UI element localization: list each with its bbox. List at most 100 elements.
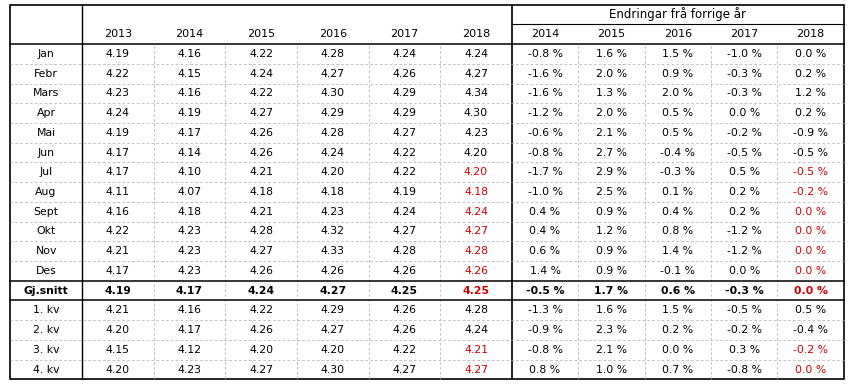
- Text: -0.5 %: -0.5 %: [726, 305, 761, 315]
- Text: 4.26: 4.26: [392, 266, 416, 276]
- Text: Sept: Sept: [33, 207, 59, 217]
- Text: 4.24: 4.24: [392, 207, 416, 217]
- Text: 0.2 %: 0.2 %: [728, 207, 759, 217]
- Text: 4.23: 4.23: [177, 364, 201, 374]
- Text: 4.28: 4.28: [392, 246, 416, 256]
- Text: Endringar frå forrige år: Endringar frå forrige år: [608, 7, 746, 22]
- Text: 2015: 2015: [596, 29, 624, 39]
- Text: 0.3 %: 0.3 %: [728, 345, 759, 355]
- Text: 4.18: 4.18: [177, 207, 201, 217]
- Text: 4.10: 4.10: [177, 167, 201, 177]
- Text: 4.28: 4.28: [463, 246, 487, 256]
- Text: 0.2 %: 0.2 %: [794, 108, 825, 118]
- Text: 4.24: 4.24: [247, 286, 275, 296]
- Text: 4.23: 4.23: [321, 207, 345, 217]
- Text: 4.17: 4.17: [176, 286, 203, 296]
- Text: 4.27: 4.27: [319, 286, 345, 296]
- Text: 4.25: 4.25: [462, 286, 489, 296]
- Text: Aug: Aug: [35, 187, 56, 197]
- Text: 4.26: 4.26: [321, 266, 345, 276]
- Text: 4.29: 4.29: [392, 108, 416, 118]
- Text: 0.0 %: 0.0 %: [794, 227, 825, 237]
- Text: 4.23: 4.23: [463, 128, 487, 138]
- Text: -0.8 %: -0.8 %: [527, 345, 562, 355]
- Text: 4.27: 4.27: [463, 227, 487, 237]
- Text: 4.27: 4.27: [392, 227, 416, 237]
- Text: 4.19: 4.19: [106, 128, 130, 138]
- Text: 4.20: 4.20: [320, 167, 345, 177]
- Text: -0.1 %: -0.1 %: [659, 266, 694, 276]
- Text: 4.26: 4.26: [392, 325, 416, 335]
- Text: 4.19: 4.19: [392, 187, 416, 197]
- Text: 4.12: 4.12: [177, 345, 201, 355]
- Text: 4.30: 4.30: [463, 108, 488, 118]
- Text: 4.19: 4.19: [177, 108, 201, 118]
- Text: 4.32: 4.32: [321, 227, 345, 237]
- Text: 2.0 %: 2.0 %: [661, 88, 693, 98]
- Text: -0.3 %: -0.3 %: [726, 88, 761, 98]
- Text: -0.5 %: -0.5 %: [726, 147, 761, 157]
- Text: 4.26: 4.26: [392, 305, 416, 315]
- Text: 0.8 %: 0.8 %: [529, 364, 560, 374]
- Text: 4.16: 4.16: [177, 305, 201, 315]
- Text: 2. kv: 2. kv: [32, 325, 59, 335]
- Text: 0.5 %: 0.5 %: [661, 128, 693, 138]
- Text: -0.3 %: -0.3 %: [726, 69, 761, 79]
- Text: 4.28: 4.28: [321, 128, 345, 138]
- Text: 0.9 %: 0.9 %: [661, 69, 693, 79]
- Text: 4.29: 4.29: [392, 88, 416, 98]
- Text: 0.5 %: 0.5 %: [661, 108, 693, 118]
- Text: 1.6 %: 1.6 %: [595, 305, 626, 315]
- Text: -0.8 %: -0.8 %: [726, 364, 761, 374]
- Text: 4.14: 4.14: [177, 147, 201, 157]
- Text: 4.24: 4.24: [463, 207, 487, 217]
- Text: Jul: Jul: [39, 167, 53, 177]
- Text: 4.17: 4.17: [106, 266, 130, 276]
- Text: 0.4 %: 0.4 %: [529, 227, 560, 237]
- Text: Gj.snitt: Gj.snitt: [24, 286, 68, 296]
- Text: 0.6 %: 0.6 %: [529, 246, 560, 256]
- Text: 0.0 %: 0.0 %: [794, 266, 825, 276]
- Text: 1.3 %: 1.3 %: [595, 88, 626, 98]
- Text: 4.29: 4.29: [321, 108, 345, 118]
- Text: -1.6 %: -1.6 %: [527, 69, 562, 79]
- Text: 4.24: 4.24: [392, 49, 416, 59]
- Text: 2014: 2014: [531, 29, 559, 39]
- Text: -1.3 %: -1.3 %: [527, 305, 562, 315]
- Text: 4.18: 4.18: [321, 187, 345, 197]
- Text: 4.29: 4.29: [321, 305, 345, 315]
- Text: 4.34: 4.34: [463, 88, 487, 98]
- Text: -0.5 %: -0.5 %: [792, 167, 827, 177]
- Text: 4.24: 4.24: [463, 49, 487, 59]
- Text: 0.2 %: 0.2 %: [661, 325, 693, 335]
- Text: 4.27: 4.27: [249, 364, 273, 374]
- Text: -0.5 %: -0.5 %: [792, 147, 827, 157]
- Text: Jun: Jun: [38, 147, 55, 157]
- Text: 4.19: 4.19: [104, 286, 131, 296]
- Text: -0.2 %: -0.2 %: [726, 325, 761, 335]
- Text: 4.22: 4.22: [392, 167, 416, 177]
- Text: 1.5 %: 1.5 %: [662, 305, 693, 315]
- Text: 4.28: 4.28: [321, 49, 345, 59]
- Text: -1.0 %: -1.0 %: [726, 49, 761, 59]
- Text: 4.18: 4.18: [463, 187, 487, 197]
- Text: 2.1 %: 2.1 %: [595, 128, 626, 138]
- Text: 0.2 %: 0.2 %: [794, 69, 825, 79]
- Text: 4.24: 4.24: [463, 325, 487, 335]
- Text: -0.6 %: -0.6 %: [527, 128, 562, 138]
- Text: Nov: Nov: [35, 246, 56, 256]
- Text: 4.30: 4.30: [320, 364, 345, 374]
- Text: 4.16: 4.16: [177, 88, 201, 98]
- Text: 4.18: 4.18: [249, 187, 273, 197]
- Text: -1.0 %: -1.0 %: [527, 187, 562, 197]
- Text: 4.26: 4.26: [249, 147, 273, 157]
- Text: 1.5 %: 1.5 %: [662, 49, 693, 59]
- Text: 4.24: 4.24: [249, 69, 273, 79]
- Text: 0.4 %: 0.4 %: [661, 207, 693, 217]
- Text: 4.21: 4.21: [106, 246, 130, 256]
- Text: 4.20: 4.20: [249, 345, 273, 355]
- Text: 2013: 2013: [103, 29, 131, 39]
- Text: Mars: Mars: [33, 88, 59, 98]
- Text: 4.21: 4.21: [106, 305, 130, 315]
- Text: 1.2 %: 1.2 %: [794, 88, 825, 98]
